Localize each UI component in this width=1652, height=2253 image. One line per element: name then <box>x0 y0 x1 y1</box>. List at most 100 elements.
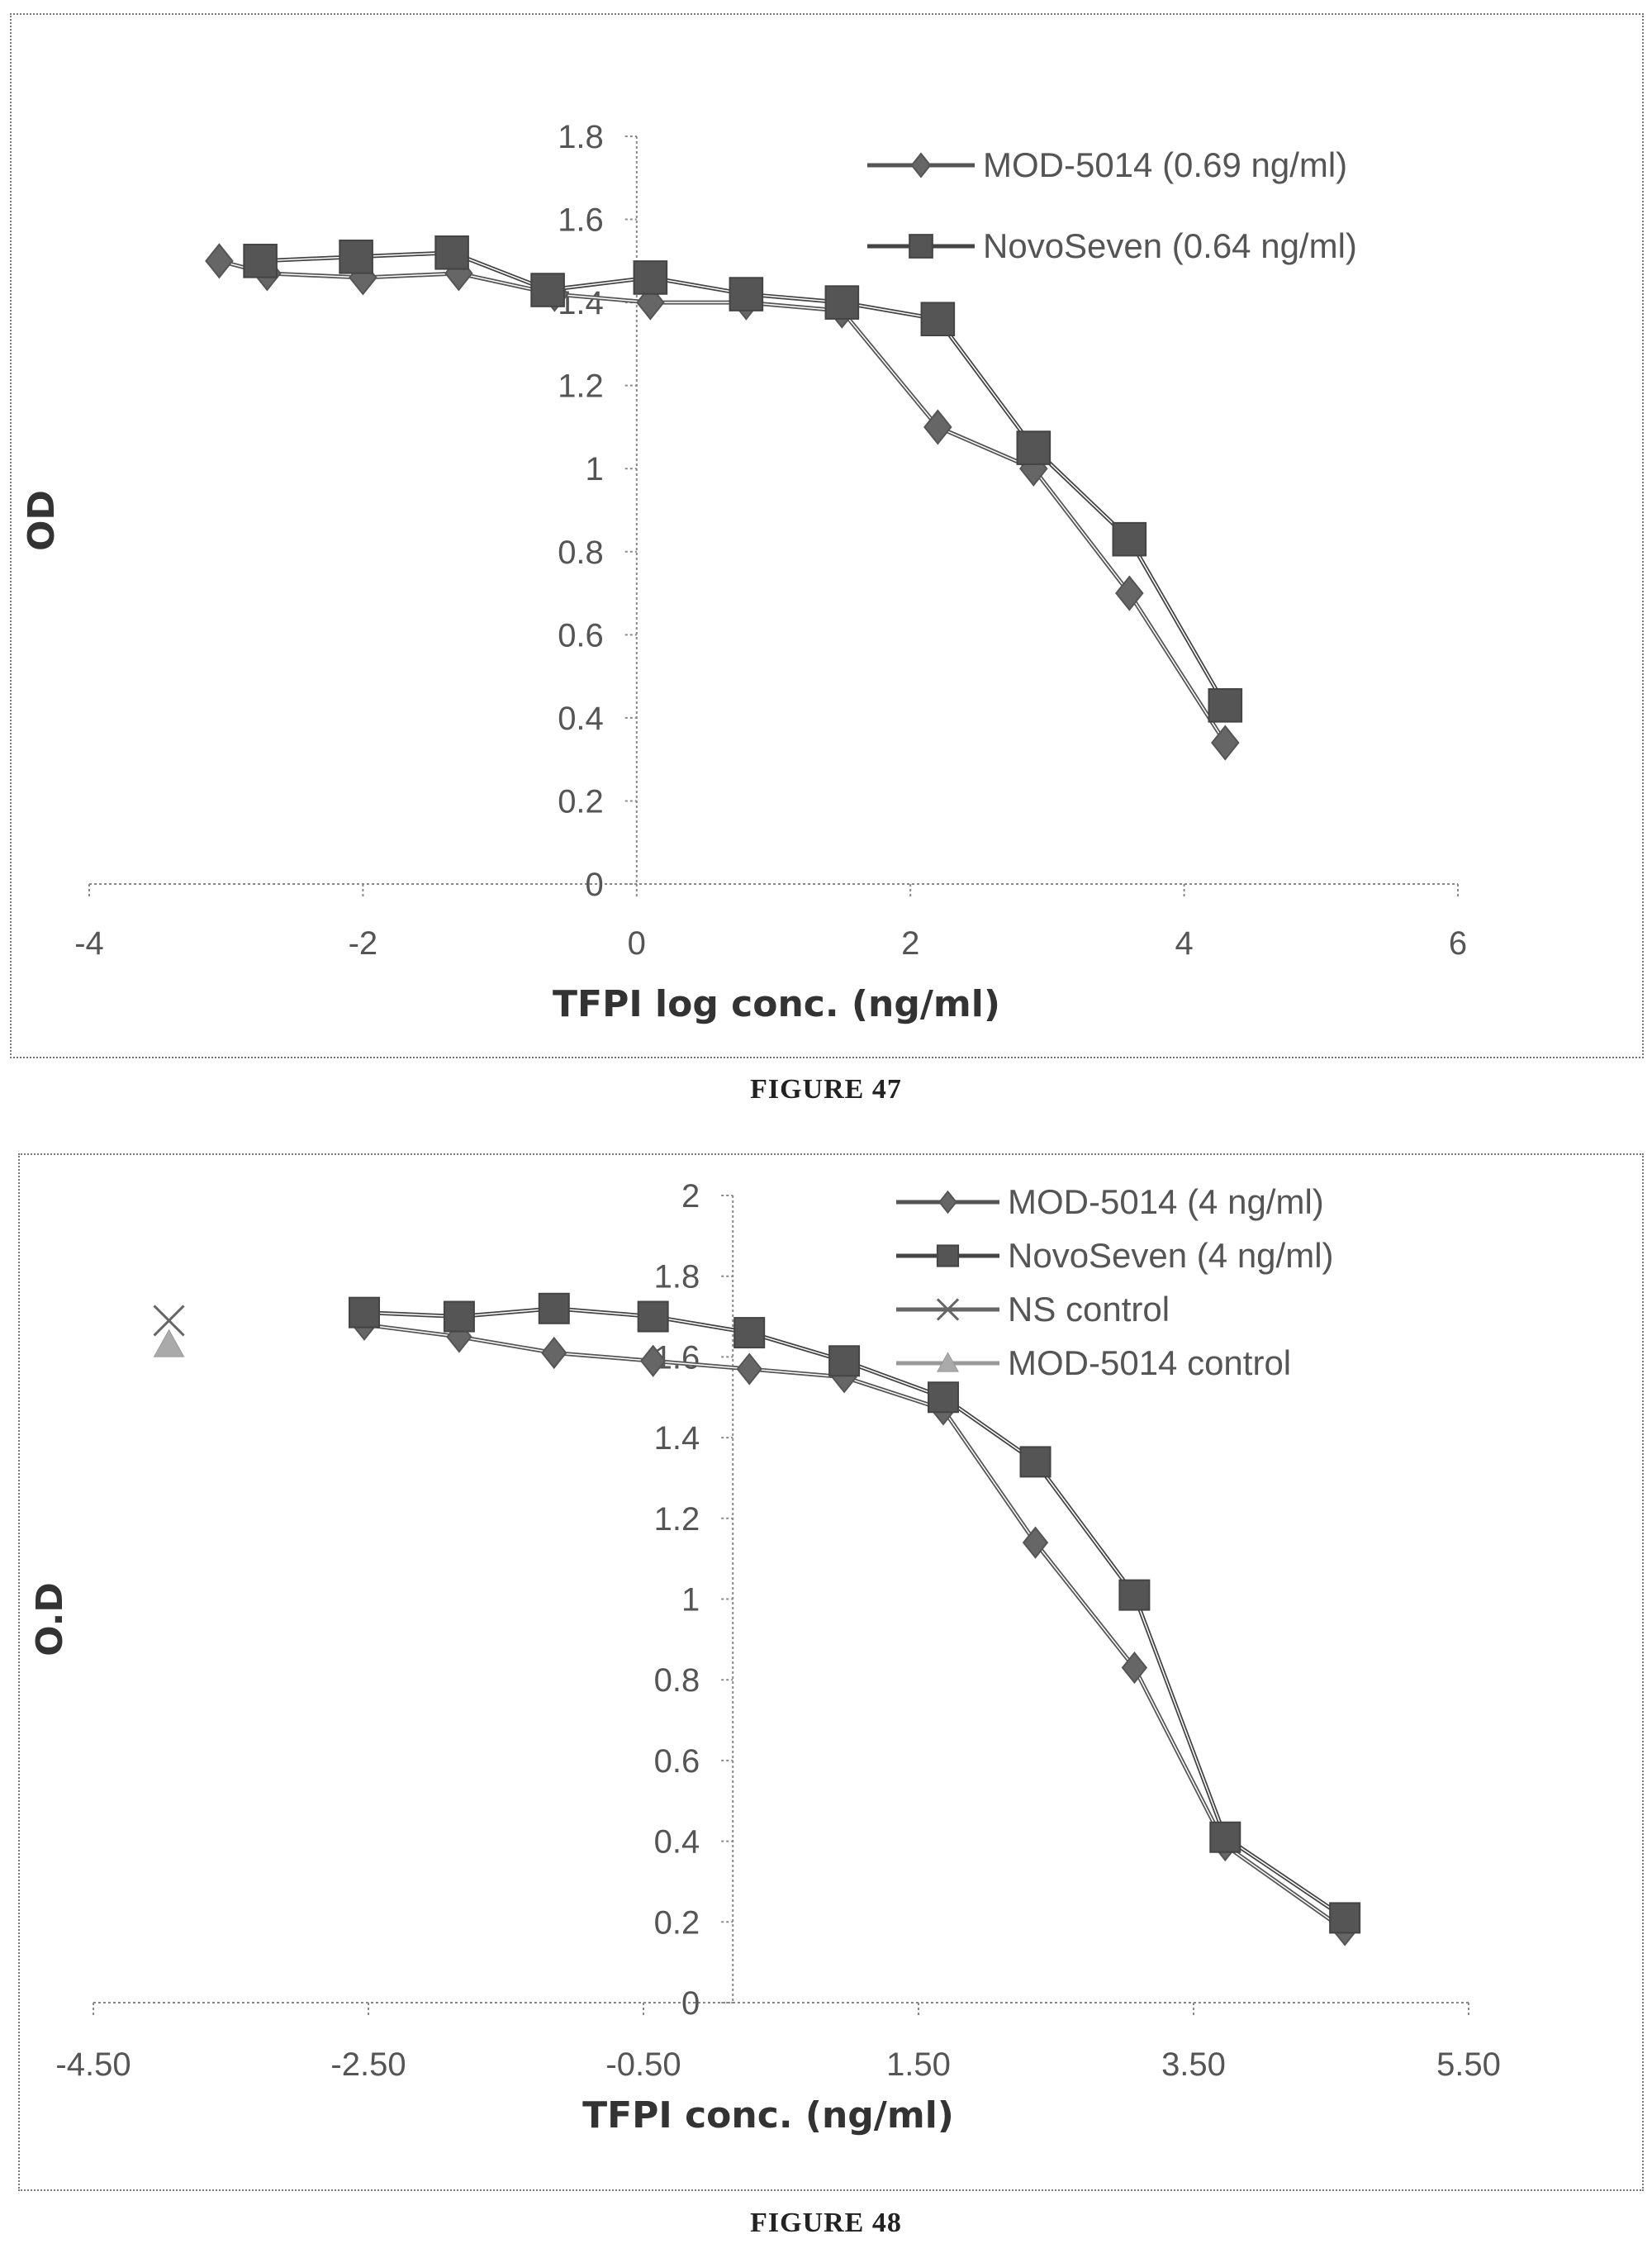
fig47-data-point <box>434 235 469 270</box>
fig47-legend-marker <box>910 152 932 178</box>
fig48-data-point <box>736 1352 762 1386</box>
fig48-data-point <box>1118 1579 1151 1611</box>
fig47-series-line-highlight <box>219 260 1226 744</box>
fig48-legend-item: NovoSeven (4 ng/ml) <box>896 1236 1334 1275</box>
fig48-data-point <box>1329 1902 1361 1934</box>
figure-48-caption: FIGURE 48 <box>750 2208 902 2238</box>
fig48-x-axis-title: TFPI conc. (ng/ml) <box>582 2094 954 2137</box>
fig48-legend: MOD-5014 (4 ng/ml) NovoSeven (4 ng/ml) NS … <box>896 1182 1334 1382</box>
fig47-data-point <box>923 409 952 445</box>
fig48-data-point <box>733 1317 766 1349</box>
fig48-series-line-highlight <box>363 1324 1346 1931</box>
figure-48-frame <box>18 1153 1644 2191</box>
fig48-x-tick-label: -4.50 <box>55 2046 131 2083</box>
fig48-y-tick-label: 1.4 <box>654 1420 700 1457</box>
fig48-data-point <box>538 1292 570 1324</box>
fig48-data-point <box>637 1300 669 1333</box>
fig48-data-point <box>1209 1821 1241 1853</box>
figure-47-caption: FIGURE 47 <box>750 1074 902 1105</box>
fig48-y-tick-label: 0 <box>681 1985 700 2022</box>
fig47-x-tick-label: 0 <box>628 925 646 962</box>
fig47-x-tick-label: -4 <box>74 925 104 962</box>
fig48-data-point <box>639 1344 667 1377</box>
fig47-data-point <box>243 244 278 278</box>
fig47-x-tick-label: 2 <box>901 925 919 962</box>
fig48-y-tick-label: 2 <box>681 1178 700 1214</box>
fig48-x-tick-label: 3.50 <box>1161 2046 1226 2083</box>
fig48-data-point <box>1019 1446 1051 1478</box>
fig48-x-tick-label: -2.50 <box>330 2046 406 2083</box>
fig47-data-point <box>920 302 956 337</box>
fig47-data-point <box>1112 521 1147 557</box>
fig48-y-tick-label: 0.8 <box>654 1662 700 1699</box>
fig47-y-axis-title: OD <box>21 490 63 551</box>
fig47-data-point <box>824 285 860 320</box>
fig48-legend-label: MOD-5014 control <box>1008 1343 1291 1382</box>
fig48-data-point <box>541 1336 567 1370</box>
fig48-x-tick-label: -0.50 <box>605 2046 681 2083</box>
fig47-data-point <box>1211 725 1240 761</box>
fig48-y-tick-label: 0.2 <box>654 1904 700 1941</box>
fig47-x-tick-label: 6 <box>1449 925 1467 962</box>
fig48-data-point <box>828 1345 861 1377</box>
fig48-data-point <box>349 1296 381 1329</box>
fig48-legend-item: MOD-5014 control <box>896 1343 1291 1382</box>
fig48-legend-label: MOD-5014 (4 ng/ml) <box>1008 1182 1324 1221</box>
fig47-y-tick-label: 1.2 <box>558 368 604 405</box>
fig48-y-tick-label: 1 <box>681 1582 700 1618</box>
fig48-data-point <box>153 1305 185 1337</box>
fig47-y-tick-label: 1.8 <box>558 119 604 155</box>
fig47-data-point <box>1208 688 1243 723</box>
fig47-legend-label: NovoSeven (0.64 ng/ml) <box>983 226 1357 265</box>
fig47-x-tick-label: 4 <box>1175 925 1193 962</box>
fig47-data-point <box>530 273 565 307</box>
fig47-legend-item: NovoSeven (0.64 ng/ml) <box>867 226 1357 265</box>
fig48-data-point <box>153 1329 185 1357</box>
fig47-data-point <box>205 243 234 279</box>
fig47-y-tick-label: 1 <box>586 451 604 487</box>
fig48-legend-marker <box>936 1244 960 1267</box>
fig47-data-point <box>1016 430 1051 465</box>
fig48-y-axis-title: O.D <box>29 1582 71 1656</box>
fig48-data-point <box>443 1300 475 1333</box>
fig48-series-3 <box>153 1329 185 1357</box>
fig48-series-line-highlight <box>363 1308 1346 1919</box>
fig48-data-point <box>927 1381 959 1414</box>
fig48-legend-marker <box>937 1352 959 1372</box>
fig47-y-tick-label: 0.4 <box>558 701 604 737</box>
fig47-y-tick-label: 1.6 <box>558 202 604 239</box>
fig47-y-tick-label: 0.8 <box>558 535 604 571</box>
fig48-legend-item: MOD-5014 (4 ng/ml) <box>896 1182 1324 1221</box>
fig48-y-tick-label: 1.8 <box>654 1259 700 1295</box>
fig47-data-point <box>339 240 373 274</box>
fig48-x-tick-label: 5.50 <box>1436 2046 1501 2083</box>
fig47-data-point <box>1115 575 1144 611</box>
fig47-x-axis-title: TFPI log conc. (ng/ml) <box>553 983 1000 1025</box>
fig47-y-tick-label: 0 <box>586 867 604 903</box>
fig47-x-tick-label: -2 <box>349 925 378 962</box>
fig47-y-tick-label: 0.6 <box>558 617 604 654</box>
fig48-legend-marker <box>938 1190 957 1214</box>
fig48-data-point <box>1022 1526 1049 1559</box>
fig47-legend-item: MOD-5014 (0.69 ng/ml) <box>867 145 1347 184</box>
fig48-data-point <box>1121 1651 1148 1685</box>
fig47-data-point <box>729 277 764 311</box>
fig48-series-0 <box>351 1308 1358 1946</box>
fig48-series-1 <box>349 1292 1361 1934</box>
fig47-legend-marker <box>909 234 933 259</box>
fig47-series-1 <box>243 235 1243 723</box>
fig48-legend-item: NS control <box>896 1290 1170 1329</box>
fig48-series-line <box>363 1322 1346 1932</box>
fig48-legend-label: NovoSeven (4 ng/ml) <box>1008 1236 1334 1275</box>
fig48-y-tick-label: 0.4 <box>654 1824 700 1861</box>
fig47-legend: MOD-5014 (0.69 ng/ml) NovoSeven (0.64 ng/… <box>867 145 1357 265</box>
fig48-series-line <box>363 1306 1346 1920</box>
fig48-legend-label: NS control <box>1008 1290 1170 1329</box>
fig47-legend-label: MOD-5014 (0.69 ng/ml) <box>983 145 1347 184</box>
fig47-y-tick-label: 0.2 <box>558 783 604 820</box>
fig48-y-tick-label: 1.2 <box>654 1501 700 1538</box>
fig48-axes: -4.50 -2.50 -0.50 1.50 3.50 5.50 0 0.2 0.4 0.6 0.8… <box>55 1178 1501 2083</box>
fig48-x-tick-label: 1.50 <box>886 2046 951 2083</box>
